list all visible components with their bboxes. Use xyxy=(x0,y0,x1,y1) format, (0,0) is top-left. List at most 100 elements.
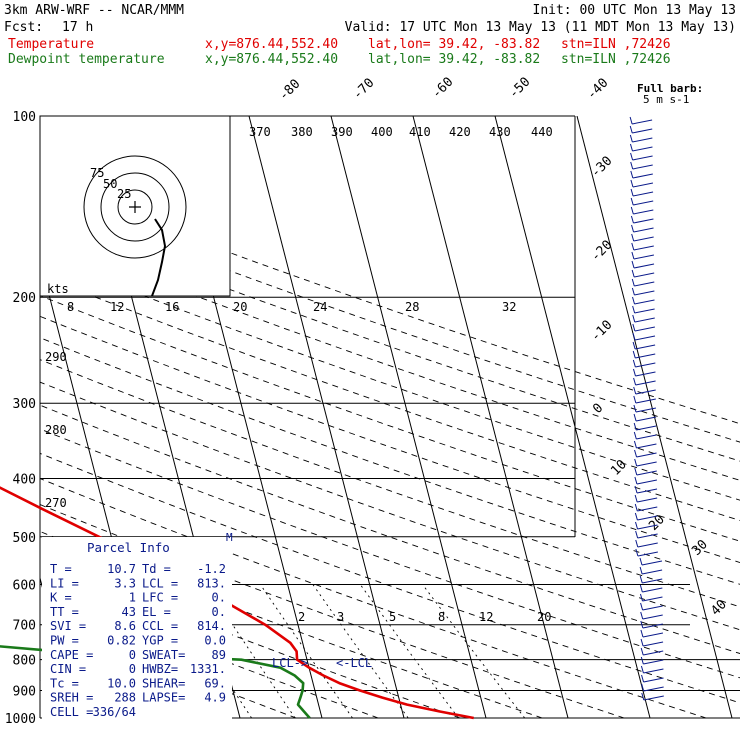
hodograph-speed-labels: 8 12 16 20 24 28 32 xyxy=(67,300,516,314)
dry-adiabat-line xyxy=(40,315,740,564)
wind-barb-flag xyxy=(630,215,634,224)
wind-barb-flag xyxy=(634,449,638,458)
wind-barb-flag xyxy=(633,395,637,404)
isotherm-label: -80 xyxy=(276,77,303,104)
forecast-label: Fcst: xyxy=(4,20,43,35)
wind-barb-flag xyxy=(632,305,636,314)
wind-barb xyxy=(641,560,663,566)
parcel-value: SVI = xyxy=(50,619,86,633)
parcel-value: 0.82 xyxy=(107,634,136,648)
wind-barb xyxy=(642,587,663,593)
dry-adiabat-label: 430 xyxy=(489,125,511,139)
mark-m-label: M xyxy=(226,531,233,544)
wind-barb-flag xyxy=(633,422,637,431)
valid-time: Valid: 17 UTC Mon 13 May 13 (11 MDT Mon … xyxy=(345,20,736,35)
wind-barb xyxy=(632,173,653,179)
wind-barb-flag xyxy=(640,629,644,638)
parcel-value: K = xyxy=(50,591,72,605)
wind-barb xyxy=(642,578,663,584)
wind-barb xyxy=(634,272,655,278)
parcel-value: 4.9 xyxy=(204,691,226,705)
parcel-value: LFC = xyxy=(142,591,178,605)
wind-barb xyxy=(637,506,658,512)
wind-barb xyxy=(643,686,664,692)
wind-barb-flag xyxy=(630,188,634,197)
wind-barb-flag xyxy=(632,323,636,332)
wind-barb-flag xyxy=(629,116,633,125)
wind-barb-flag xyxy=(631,251,635,260)
wind-barb xyxy=(636,452,657,458)
wind-barb xyxy=(633,227,654,233)
wind-barb xyxy=(636,425,657,431)
wind-barb-flag xyxy=(639,566,643,575)
wind-barb-flag xyxy=(633,404,637,413)
parcel-value: 89 xyxy=(212,648,226,662)
hodograph-ring-label-50: 50 xyxy=(103,177,117,191)
hodograph: 25 50 75 kts xyxy=(39,115,231,297)
mixing-ratio-labels: 2 3 5 8 12 20 xyxy=(298,610,551,624)
wind-barb xyxy=(633,209,654,215)
legend-temperature-latlon: lat,lon= 39.42, -83.82 xyxy=(368,37,540,52)
hodograph-speed-label: 8 xyxy=(67,300,74,314)
legend-temperature-station: stn=ILN ,72426 xyxy=(561,37,671,52)
parcel-value: 10.0 xyxy=(107,676,136,690)
parcel-value: 0 xyxy=(129,648,136,662)
pressure-label-900: 900 xyxy=(13,684,36,699)
dry-adiabat-label: 270 xyxy=(45,496,67,510)
wind-barb xyxy=(632,164,653,170)
parcel-value: SWEAT= xyxy=(142,648,185,662)
mixing-ratio-label: 2 xyxy=(298,610,305,624)
dry-adiabat-line xyxy=(40,216,740,462)
wind-barb-flag xyxy=(630,179,634,188)
parcel-value: 10.7 xyxy=(107,562,136,576)
parcel-value: 0 xyxy=(129,662,136,676)
wind-barb xyxy=(635,371,656,377)
dry-adiabat-line xyxy=(40,274,740,521)
mixing-ratio-line xyxy=(312,584,409,719)
wind-barb xyxy=(643,650,664,656)
wind-barb xyxy=(634,308,655,314)
dry-adiabat-line xyxy=(40,180,740,425)
lcl-marker-right: <-LCL xyxy=(336,656,372,670)
dry-adiabat-line xyxy=(40,295,740,542)
wind-barb xyxy=(633,200,654,206)
wind-barb xyxy=(632,155,653,161)
isotherm-label: 0 xyxy=(590,401,606,417)
wind-barb xyxy=(637,551,658,557)
wind-barb xyxy=(642,632,664,638)
parcel-value: SREH = xyxy=(50,691,93,705)
parcel-value: 1331. xyxy=(190,662,226,676)
wind-barb xyxy=(642,623,663,629)
wind-barb-flag xyxy=(631,224,635,233)
wind-barb-flag xyxy=(630,152,634,161)
pressure-label-700: 700 xyxy=(13,619,36,634)
pressure-label-300: 300 xyxy=(13,397,36,412)
wind-barb xyxy=(637,533,658,539)
wind-barb-flag xyxy=(629,143,633,152)
parcel-value: PW = xyxy=(50,634,79,648)
legend-dewpoint-latlon: lat,lon= 39.42, -83.82 xyxy=(368,52,540,67)
wind-barb xyxy=(635,416,657,422)
wind-barb-flag xyxy=(634,485,638,494)
parcel-info-panel: Parcel Info T = 10.7 Td = -1.2 LI = 3.3 LCL = 8… xyxy=(42,537,232,727)
wind-barb xyxy=(633,254,655,260)
wind-barb xyxy=(633,245,654,251)
legend-temperature-xy: x,y=876.44,552.40 xyxy=(205,37,338,52)
wind-barb xyxy=(636,479,658,485)
wind-barb-flag xyxy=(629,125,633,134)
isotherm-line xyxy=(330,116,487,719)
parcel-value: -1.2 xyxy=(197,562,226,576)
parcel-value: 0.0 xyxy=(204,634,226,648)
wind-barb xyxy=(635,353,656,359)
parcel-value: 1 xyxy=(129,591,136,605)
wind-barb-flag xyxy=(634,503,638,512)
wind-barb-flag xyxy=(632,332,636,341)
mixing-ratio-line xyxy=(259,584,353,719)
parcel-value: Td = xyxy=(142,562,171,576)
hodograph-center-icon xyxy=(129,201,141,213)
dry-adiabat-label: 290 xyxy=(45,350,67,364)
wind-barb xyxy=(642,569,663,575)
parcel-value: 8.6 xyxy=(114,619,136,633)
wind-barb xyxy=(634,335,656,341)
